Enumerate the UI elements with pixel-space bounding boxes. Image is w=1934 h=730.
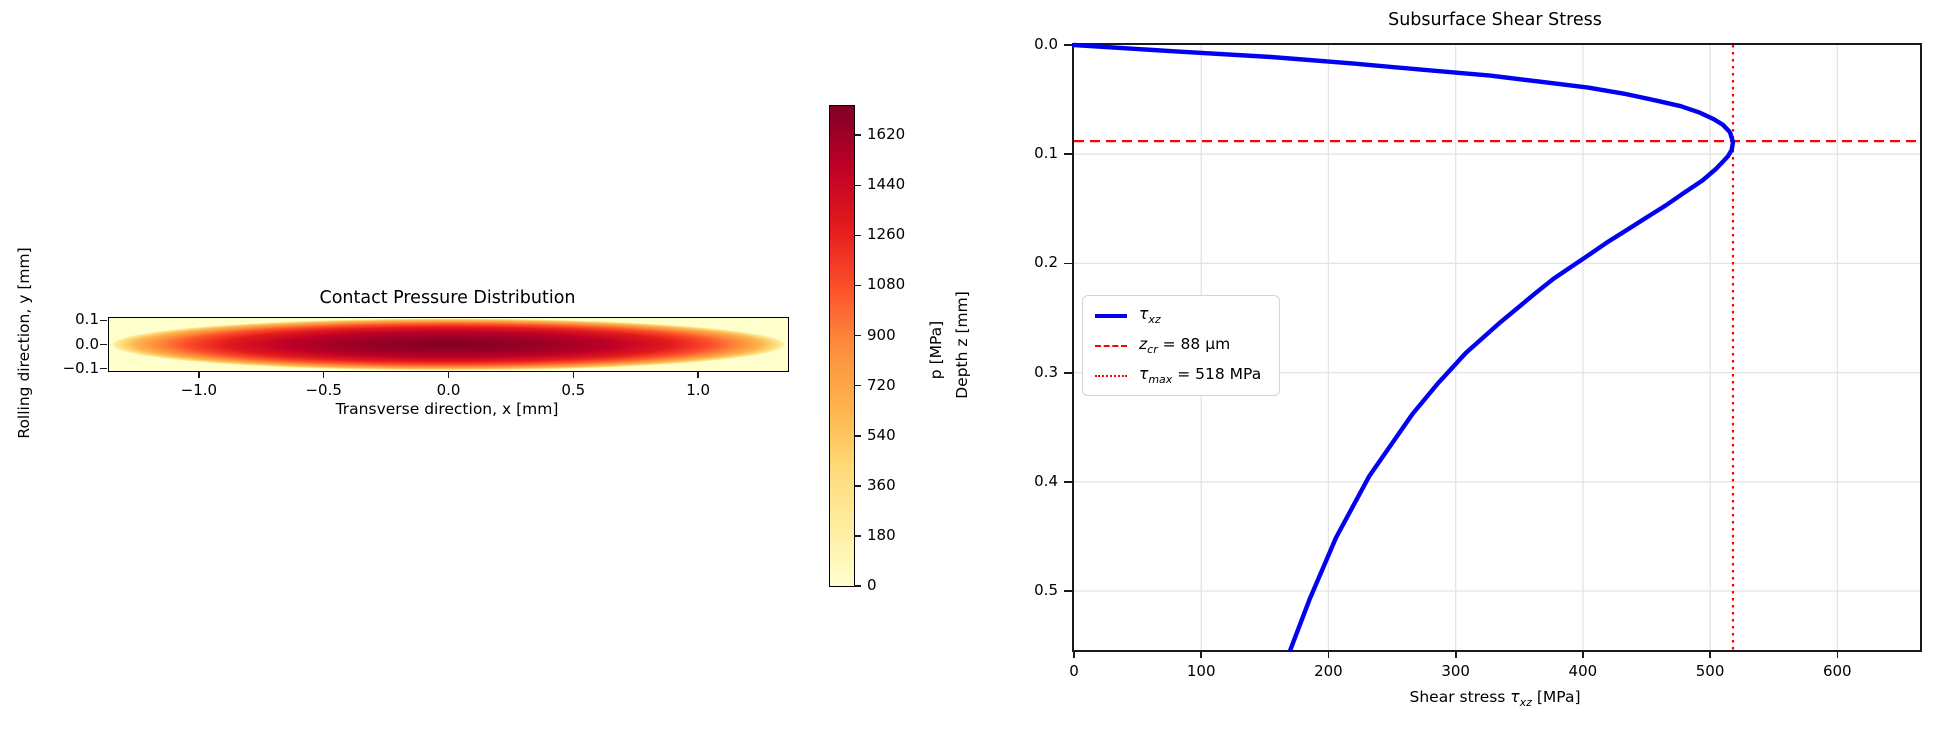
- legend-item-tau-max: τmax = 518 MPa: [1095, 365, 1261, 386]
- x-tick-mark: [1327, 650, 1330, 658]
- legend-item-tau-xz: τxz: [1095, 305, 1261, 326]
- colorbar-tick-mark: [854, 535, 861, 537]
- y-tick-label: −0.1: [62, 358, 99, 377]
- left-xlabel: Transverse direction, x [mm]: [335, 400, 559, 418]
- x-tick-label: 600: [1822, 662, 1852, 680]
- x-tick-mark: [1836, 650, 1839, 658]
- x-tick-label: 200: [1314, 662, 1343, 680]
- left-ylabel: Rolling direction, y [mm]: [15, 247, 33, 439]
- contact-pressure-heatmap: −1.0 −0.5 0.0 0.5 1.0 0.1 0.0 −0.1: [63, 310, 789, 399]
- solid-blue-line-icon: [1095, 313, 1127, 318]
- y-tick-label: 0.1: [75, 310, 99, 329]
- colorbar-tick-mark: [854, 485, 861, 487]
- x-tick-label: −1.0: [180, 381, 218, 399]
- colorbar-tick-mark: [854, 384, 861, 387]
- y-tick-label: 0.0: [75, 334, 99, 353]
- y-tick-mark: [1064, 480, 1072, 483]
- legend-label: τmax = 518 MPa: [1139, 365, 1262, 387]
- x-tick-label: 500: [1695, 662, 1725, 680]
- x-tick-label: 1.0: [686, 381, 711, 399]
- y-tick-mark: [1064, 371, 1072, 374]
- colorbar-tick-mark: [854, 134, 861, 136]
- colorbar-tick-label: 180: [867, 525, 896, 544]
- y-tick-mark: [1064, 590, 1072, 592]
- x-tick-mark: [447, 371, 450, 378]
- colorbar: 0 180 360 540 720 900 1080 1260 1440 1620: [829, 105, 905, 594]
- y-tick-label: 0.2: [1034, 253, 1058, 272]
- colorbar-tick-mark: [854, 334, 861, 337]
- colorbar-label: p [MPa]: [927, 320, 945, 380]
- y-tick-mark: [1064, 44, 1072, 46]
- y-tick-label: 0.4: [1034, 471, 1058, 490]
- colorbar-tick-label: 1620: [867, 125, 906, 144]
- x-tick-label: −0.5: [305, 381, 342, 399]
- colorbar-tick-mark: [854, 184, 861, 187]
- left-plot-title: Contact Pressure Distribution: [319, 288, 576, 308]
- y-tick-label: 0.1: [1034, 144, 1058, 163]
- colorbar-tick-label: 1260: [867, 225, 906, 244]
- legend-item-z-critical: zcr = 88 μm: [1095, 335, 1261, 356]
- y-tick-mark: [1064, 262, 1072, 265]
- y-tick-mark: [100, 367, 107, 370]
- pressure-ellipse: [109, 318, 788, 371]
- x-tick-mark: [322, 371, 325, 378]
- colorbar-tick-label: 1080: [867, 275, 906, 294]
- y-tick-label: 0.0: [1034, 35, 1058, 53]
- colorbar-tick-label: 360: [867, 475, 896, 494]
- colorbar-tick-label: 0: [867, 576, 877, 594]
- right-plot-title: Subsurface Shear Stress: [1388, 10, 1602, 30]
- x-tick-mark: [1582, 650, 1584, 658]
- x-tick-mark: [572, 371, 575, 378]
- dotted-red-line-icon: [1095, 374, 1127, 377]
- x-tick-mark: [1200, 650, 1203, 658]
- y-tick-mark: [100, 319, 107, 322]
- y-tick-label: 0.3: [1034, 362, 1058, 381]
- x-tick-mark: [198, 371, 200, 378]
- shear-stress-plot: τxz zcr = 88 μm τmax = 518 MPa 0 100 200 30…: [1034, 35, 1922, 680]
- legend-label: τxz: [1139, 305, 1161, 327]
- x-tick-label: 0: [1069, 662, 1079, 680]
- x-tick-label: 0.0: [436, 381, 461, 399]
- y-tick-label: 0.5: [1034, 581, 1058, 600]
- colorbar-tick-label: 1440: [867, 175, 906, 194]
- colorbar-tick-mark: [854, 434, 861, 437]
- colorbar-tick-mark: [854, 234, 861, 237]
- legend: τxz zcr = 88 μm τmax = 518 MPa: [1082, 295, 1281, 397]
- right-xlabel: Shear stress τxz [MPa]: [1409, 688, 1581, 710]
- x-tick-mark: [1709, 650, 1712, 658]
- colorbar-tick-mark: [854, 284, 861, 287]
- x-tick-label: 400: [1568, 662, 1598, 680]
- x-tick-label: 100: [1186, 662, 1216, 680]
- x-tick-mark: [1073, 650, 1075, 658]
- x-tick-label: 300: [1441, 662, 1470, 680]
- x-tick-mark: [697, 371, 699, 378]
- colorbar-tick-label: 540: [867, 425, 896, 444]
- dashed-red-line-icon: [1095, 344, 1127, 347]
- shear-stress-svg: [1071, 42, 1920, 653]
- x-tick-label: 0.5: [561, 381, 586, 399]
- y-tick-mark: [100, 343, 107, 346]
- colorbar-tick-label: 720: [867, 375, 896, 394]
- right-ylabel: Depth z [mm]: [953, 291, 971, 399]
- colorbar-tick-mark: [854, 585, 861, 587]
- shear-stress-curve: [1071, 42, 1736, 653]
- y-tick-mark: [1064, 153, 1072, 156]
- colorbar-tick-label: 900: [867, 325, 896, 344]
- legend-label: zcr = 88 μm: [1139, 335, 1231, 357]
- x-tick-mark: [1454, 650, 1457, 658]
